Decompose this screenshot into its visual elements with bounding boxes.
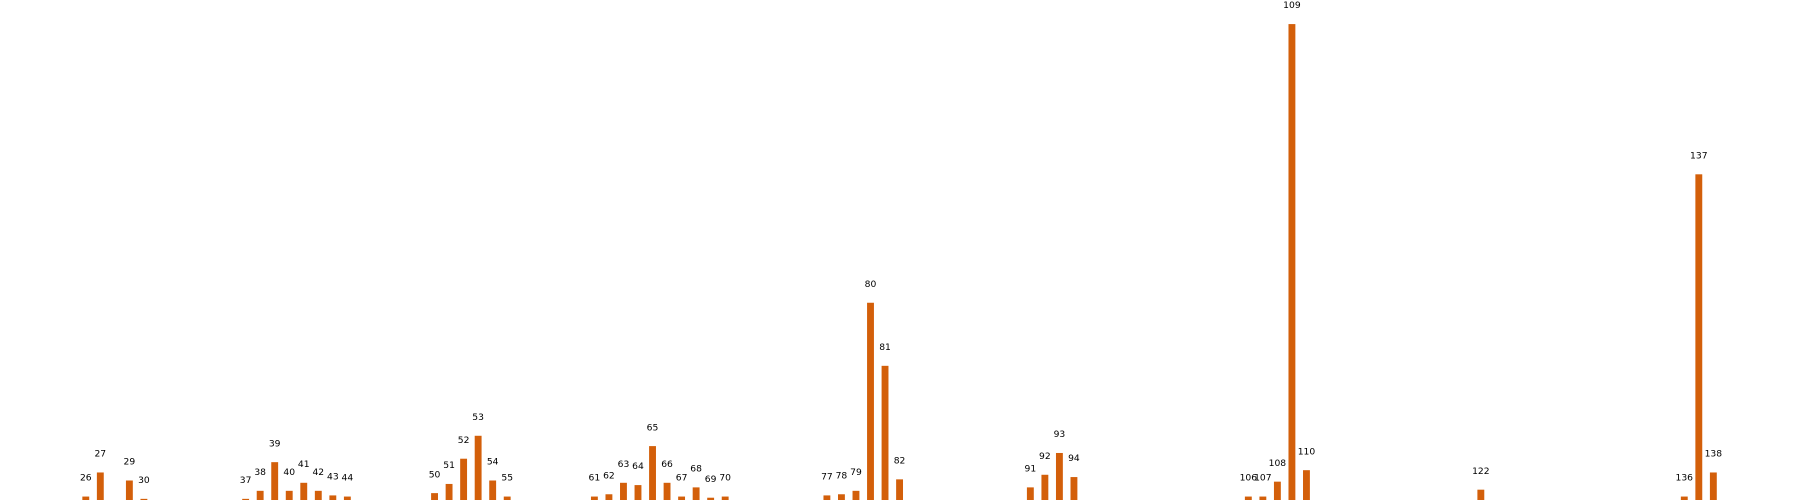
bar-label: 122 (1472, 466, 1489, 477)
bar-label: 78 (836, 470, 848, 481)
bar (300, 482, 308, 500)
bar-label: 50 (429, 469, 441, 480)
bar (707, 497, 715, 500)
bar (1288, 24, 1296, 500)
bar (1709, 472, 1717, 500)
bar (823, 495, 831, 500)
bar-label: 110 (1298, 446, 1316, 457)
bar (721, 496, 729, 500)
bar (271, 462, 279, 500)
bar (1303, 470, 1310, 500)
bar (242, 498, 250, 500)
bar-label: 30 (138, 475, 150, 486)
bar-label: 61 (589, 473, 601, 484)
bar-label: 29 (124, 457, 136, 468)
bar-label: 55 (501, 473, 513, 484)
bar (82, 496, 90, 500)
bar (590, 496, 598, 500)
bar-label: 67 (676, 473, 688, 484)
bar-label: 136 (1676, 473, 1694, 484)
bar (96, 472, 104, 500)
bar-label: 53 (472, 412, 484, 423)
bar-label: 79 (850, 467, 862, 478)
bar-label: 26 (80, 473, 92, 484)
bar (649, 446, 656, 500)
bar (1477, 489, 1485, 500)
bar-label: 44 (342, 473, 354, 484)
bar-label: 77 (821, 472, 833, 483)
bar (140, 498, 148, 500)
bar (343, 496, 351, 500)
bar-label: 62 (603, 470, 615, 481)
bar (896, 479, 904, 500)
bar-label: 91 (1025, 464, 1037, 475)
bar-label: 69 (705, 474, 717, 485)
bar-label: 51 (443, 460, 455, 471)
bar (445, 483, 453, 500)
bar-label: 106 (1240, 473, 1258, 484)
bar-label: 94 (1068, 453, 1080, 464)
bar-label: 41 (298, 459, 310, 470)
bar (256, 490, 264, 500)
bar (1055, 452, 1063, 500)
bar (460, 458, 468, 500)
bar (1680, 496, 1688, 500)
bar (1259, 496, 1267, 500)
bar (1026, 487, 1034, 500)
bar-label: 40 (283, 467, 295, 478)
bar (125, 480, 133, 500)
bar-label: 42 (312, 467, 324, 478)
bar-label: 109 (1283, 0, 1301, 11)
bar-label: 65 (647, 422, 659, 433)
bar-label: 38 (254, 467, 266, 478)
bar (620, 482, 627, 500)
bar (634, 485, 642, 500)
bar-label: 108 (1269, 458, 1287, 469)
bar (1273, 481, 1281, 500)
bar (1695, 174, 1703, 500)
bar (692, 487, 700, 500)
bar-label: 43 (327, 472, 339, 483)
bar (605, 494, 613, 500)
bar-label: 92 (1039, 451, 1051, 462)
bar (852, 490, 860, 500)
bar (867, 302, 874, 500)
bar (503, 496, 511, 500)
bar-label: 82 (894, 456, 906, 467)
bar (431, 493, 438, 500)
bar-label: 66 (661, 459, 673, 470)
bar-label: 70 (719, 473, 731, 484)
bar-label: 39 (269, 438, 281, 449)
bar (881, 365, 889, 500)
bar-label: 37 (240, 475, 252, 486)
bar (678, 496, 686, 500)
bar (329, 495, 337, 500)
bar-label: 27 (94, 449, 106, 460)
bar-label: 81 (879, 342, 891, 353)
bar-label: 64 (632, 461, 644, 472)
bar (314, 490, 322, 500)
bar-label: 137 (1690, 150, 1708, 161)
bar-label: 93 (1054, 429, 1066, 440)
bar-label: 80 (865, 279, 877, 290)
bar (1041, 474, 1049, 500)
bar (1244, 496, 1252, 500)
bar-label: 138 (1705, 449, 1723, 460)
bar (489, 480, 497, 500)
bar-label: 63 (618, 459, 630, 470)
bar-label: 68 (690, 464, 702, 475)
bar-label: 52 (458, 435, 470, 446)
bar (1070, 477, 1078, 500)
bar (474, 435, 482, 500)
bar (837, 494, 845, 500)
bar (285, 490, 293, 500)
bar-label: 107 (1254, 473, 1272, 484)
bar (663, 482, 671, 500)
bar-label: 54 (487, 457, 499, 468)
